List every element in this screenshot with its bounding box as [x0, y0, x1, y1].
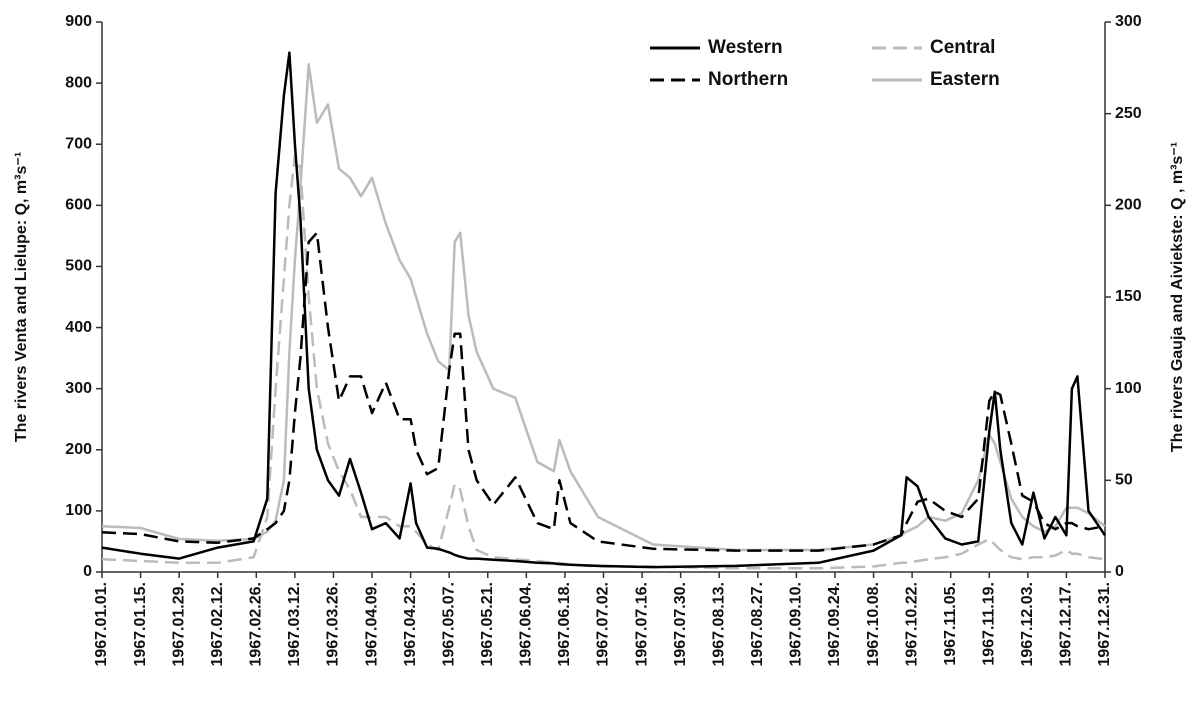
y-tick-label: 600: [65, 197, 92, 214]
y2-tick-label: 200: [1115, 197, 1142, 214]
y2-tick-label: 150: [1115, 288, 1142, 305]
x-tick-label: 1967.11.05.: [942, 582, 959, 666]
x-tick-label: 1967.12.31.: [1096, 582, 1113, 667]
x-tick-label: 1967.10.22.: [903, 582, 920, 667]
x-tick-label: 1967.06.04.: [518, 582, 535, 667]
y2-tick-label: 100: [1115, 380, 1142, 397]
x-tick-label: 1967.03.12.: [286, 582, 303, 667]
x-tick-label: 1967.11.19.: [980, 582, 997, 666]
y-tick-label: 800: [65, 74, 92, 91]
x-tick-label: 1967.01.01.: [93, 582, 110, 667]
legend-label: Western: [708, 37, 783, 58]
y-tick-label: 500: [65, 258, 92, 275]
y2-tick-label: 250: [1115, 105, 1142, 122]
y2-axis-label: The rivers Gauja and Aiviekste: Q , m³s⁻…: [1169, 142, 1186, 452]
x-tick-label: 1967.07.16.: [633, 582, 650, 667]
x-tick-label: 1967.09.10.: [788, 582, 805, 667]
y-tick-label: 900: [65, 13, 92, 30]
x-tick-label: 1967.09.24.: [826, 582, 843, 667]
x-tick-label: 1967.06.18.: [556, 582, 573, 667]
legend-label: Northern: [708, 69, 788, 90]
x-tick-label: 1967.01.15.: [132, 582, 149, 667]
x-tick-label: 1967.05.21.: [479, 582, 496, 667]
y-tick-label: 0: [83, 563, 92, 580]
series-line: [101, 62, 1106, 552]
y-tick-label: 200: [65, 441, 92, 458]
legend-label: Eastern: [930, 69, 1000, 90]
x-tick-label: 1967.08.27.: [749, 582, 766, 667]
series-line: [101, 231, 1106, 552]
y-tick-label: 100: [65, 502, 92, 519]
x-tick-label: 1967.12.03.: [1019, 582, 1036, 667]
x-tick-label: 1967.04.23.: [402, 582, 419, 667]
x-tick-label: 1967.03.26.: [325, 582, 342, 667]
legend-label: Central: [930, 37, 995, 58]
x-tick-label: 1967.10.08.: [865, 582, 882, 667]
x-tick-label: 1967.12.17.: [1058, 582, 1075, 667]
x-tick-label: 1967.07.02.: [595, 582, 612, 667]
y-tick-label: 700: [65, 135, 92, 152]
x-tick-label: 1967.01.29.: [170, 582, 187, 667]
x-tick-label: 1967.07.30.: [672, 582, 689, 667]
y2-tick-label: 0: [1115, 563, 1124, 580]
series-line: [101, 51, 1107, 569]
series-line: [101, 154, 1106, 570]
y-axis-label: The rivers Venta and Lielupe: Q, m³s⁻¹: [13, 152, 30, 442]
x-tick-label: 1967.02.12.: [209, 582, 226, 667]
x-tick-label: 1967.04.09.: [363, 582, 380, 667]
y2-tick-label: 300: [1115, 13, 1142, 30]
x-tick-label: 1967.08.13.: [710, 582, 727, 667]
y-tick-label: 400: [65, 319, 92, 336]
x-tick-label: 1967.05.07.: [440, 582, 457, 667]
y2-tick-label: 50: [1115, 472, 1133, 489]
x-tick-label: 1967.02.26.: [248, 582, 265, 667]
y-tick-label: 300: [65, 380, 92, 397]
